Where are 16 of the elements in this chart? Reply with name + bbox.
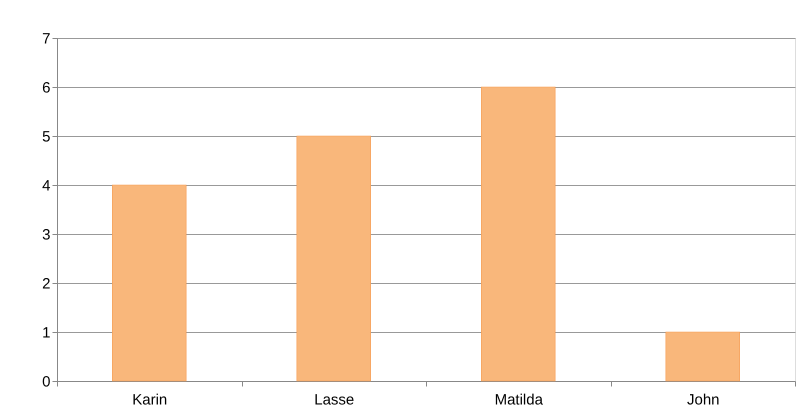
bar (666, 332, 740, 382)
y-tick-label: 1 (42, 324, 50, 342)
x-tick-label: Matilda (494, 392, 544, 408)
bar (112, 184, 186, 382)
x-tick-label: Lasse (314, 392, 354, 408)
x-tick-label: Karin (132, 392, 168, 408)
y-tick-label: 0 (42, 374, 50, 390)
y-tick-label: 6 (42, 80, 50, 96)
bar (481, 86, 556, 382)
y-tick-label: 3 (42, 226, 50, 244)
y-tick-label: 7 (42, 30, 50, 48)
x-tick-label: John (686, 392, 720, 408)
bar (296, 136, 371, 382)
y-tick-label: 2 (42, 276, 50, 292)
y-tick-label: 4 (42, 178, 50, 194)
y-tick-label: 5 (42, 128, 50, 146)
